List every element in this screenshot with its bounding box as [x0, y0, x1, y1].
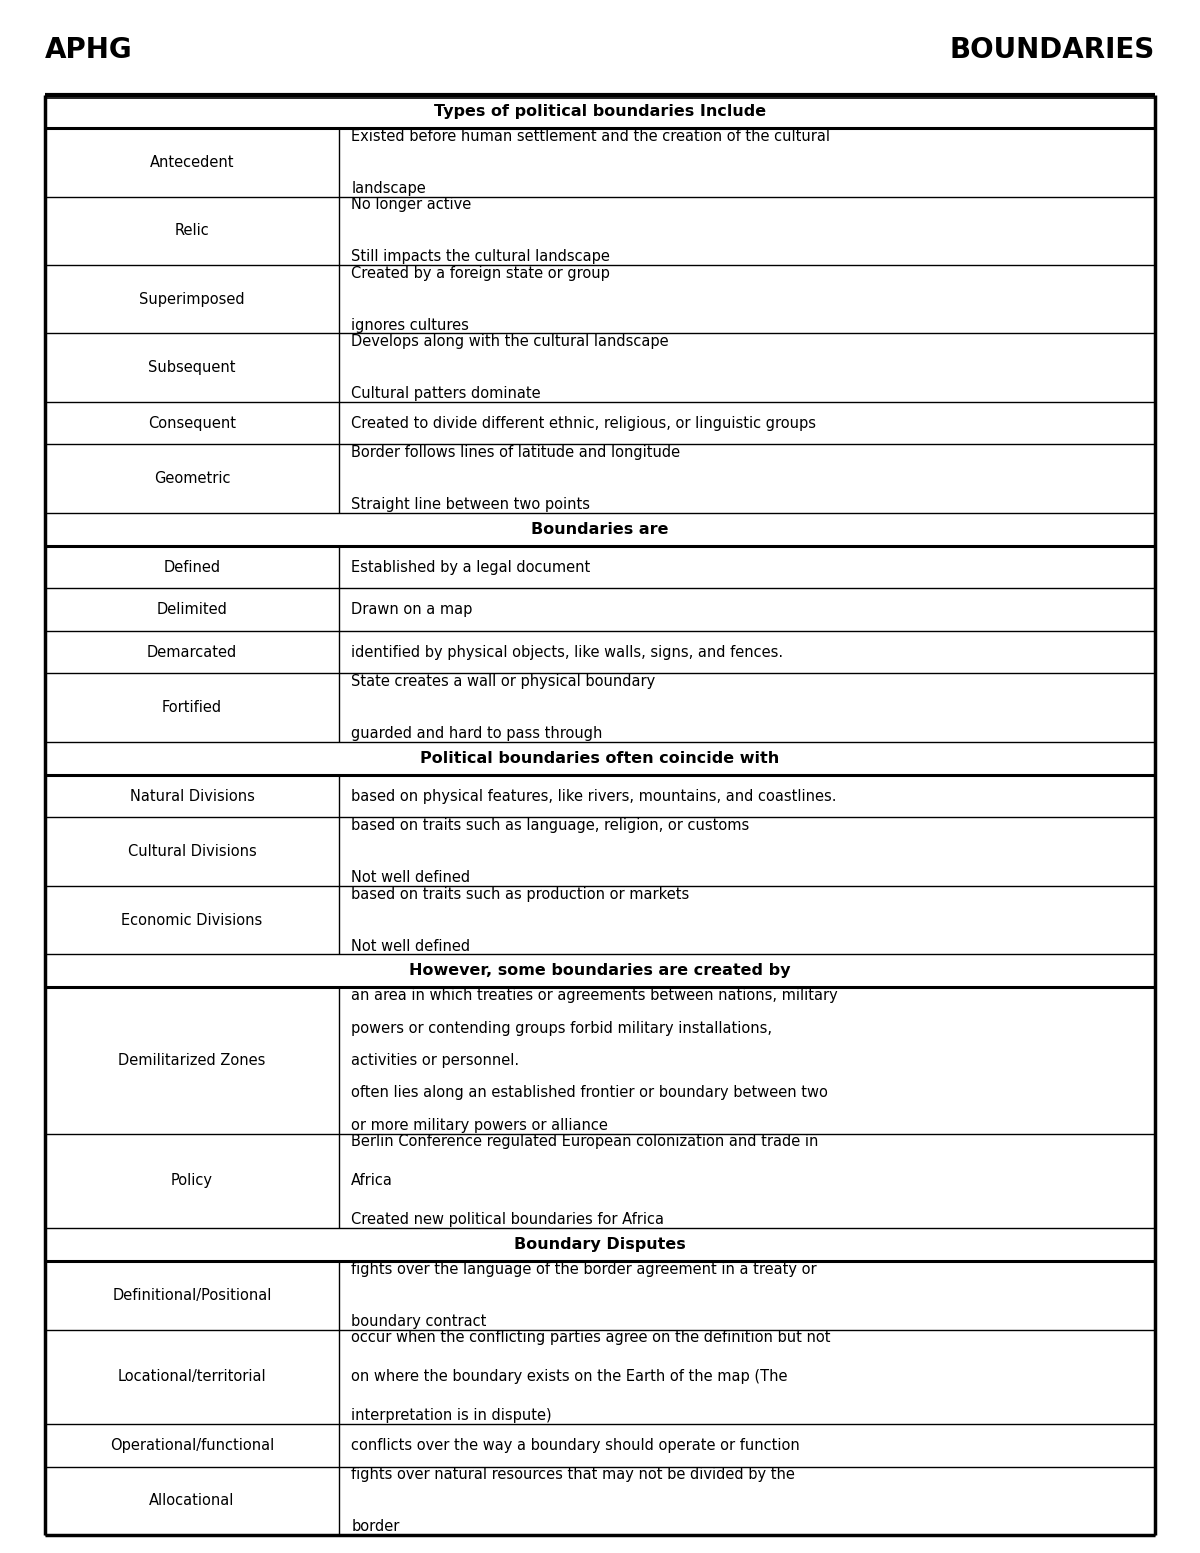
Text: Natural Divisions: Natural Divisions [130, 789, 254, 803]
Text: BOUNDARIES: BOUNDARIES [949, 36, 1154, 64]
Text: powers or contending groups forbid military installations,: powers or contending groups forbid milit… [352, 1020, 772, 1036]
Text: conflicts over the way a boundary should operate or function: conflicts over the way a boundary should… [352, 1438, 800, 1452]
Text: Definitional/Positional: Definitional/Positional [113, 1287, 271, 1303]
Text: Relic: Relic [175, 224, 210, 238]
Text: Created to divide different ethnic, religious, or linguistic groups: Created to divide different ethnic, reli… [352, 416, 816, 430]
Text: Policy: Policy [172, 1174, 214, 1188]
Text: boundary contract: boundary contract [352, 1314, 486, 1329]
Text: Superimposed: Superimposed [139, 292, 245, 306]
Text: Straight line between two points: Straight line between two points [352, 497, 590, 512]
Text: occur when the conflicting parties agree on the definition but not: occur when the conflicting parties agree… [352, 1331, 830, 1345]
Text: often lies along an established frontier or boundary between two: often lies along an established frontier… [352, 1086, 828, 1101]
Text: Economic Divisions: Economic Divisions [121, 913, 263, 927]
Text: activities or personnel.: activities or personnel. [352, 1053, 520, 1068]
Text: Boundaries are: Boundaries are [532, 522, 668, 537]
Text: Fortified: Fortified [162, 700, 222, 714]
Text: Created by a foreign state or group: Created by a foreign state or group [352, 266, 610, 281]
Text: Demarcated: Demarcated [146, 644, 238, 660]
Text: Locational/territorial: Locational/territorial [118, 1370, 266, 1384]
Text: Delimited: Delimited [157, 603, 228, 617]
Text: Existed before human settlement and the creation of the cultural: Existed before human settlement and the … [352, 129, 830, 144]
Text: Operational/functional: Operational/functional [110, 1438, 275, 1452]
Text: guarded and hard to pass through: guarded and hard to pass through [352, 727, 602, 741]
Text: Subsequent: Subsequent [149, 360, 236, 376]
Text: Established by a legal document: Established by a legal document [352, 559, 590, 575]
Text: Defined: Defined [163, 559, 221, 575]
Text: Not well defined: Not well defined [352, 870, 470, 885]
Text: No longer active: No longer active [352, 197, 472, 213]
Text: Berlin Conference regulated European colonization and trade in: Berlin Conference regulated European col… [352, 1134, 818, 1149]
Text: ignores cultures: ignores cultures [352, 318, 469, 332]
Text: border: border [352, 1519, 400, 1534]
Text: Geometric: Geometric [154, 471, 230, 486]
Text: However, some boundaries are created by: However, some boundaries are created by [409, 963, 791, 978]
Text: based on traits such as language, religion, or customs: based on traits such as language, religi… [352, 818, 750, 832]
Text: Border follows lines of latitude and longitude: Border follows lines of latitude and lon… [352, 446, 680, 460]
Text: Types of political boundaries Include: Types of political boundaries Include [434, 104, 766, 120]
Text: Demilitarized Zones: Demilitarized Zones [119, 1053, 265, 1068]
Text: Allocational: Allocational [149, 1494, 235, 1508]
Text: on where the boundary exists on the Earth of the map (The: on where the boundary exists on the Eart… [352, 1370, 787, 1384]
Text: interpretation is in dispute): interpretation is in dispute) [352, 1409, 552, 1423]
Text: Cultural patters dominate: Cultural patters dominate [352, 387, 541, 401]
Text: Develops along with the cultural landscape: Develops along with the cultural landsca… [352, 334, 668, 349]
Text: Cultural Divisions: Cultural Divisions [127, 845, 257, 859]
Text: an area in which treaties or agreements between nations, military: an area in which treaties or agreements … [352, 988, 838, 1003]
Text: State creates a wall or physical boundary: State creates a wall or physical boundar… [352, 674, 655, 690]
Text: APHG: APHG [46, 36, 133, 64]
Text: Not well defined: Not well defined [352, 938, 470, 954]
Text: Africa: Africa [352, 1174, 394, 1188]
Text: based on traits such as production or markets: based on traits such as production or ma… [352, 887, 690, 902]
Text: Boundary Disputes: Boundary Disputes [514, 1238, 686, 1252]
Text: landscape: landscape [352, 180, 426, 196]
Text: Still impacts the cultural landscape: Still impacts the cultural landscape [352, 248, 610, 264]
Text: fights over the language of the border agreement in a treaty or: fights over the language of the border a… [352, 1263, 817, 1277]
Text: identified by physical objects, like walls, signs, and fences.: identified by physical objects, like wal… [352, 644, 784, 660]
Text: based on physical features, like rivers, mountains, and coastlines.: based on physical features, like rivers,… [352, 789, 836, 803]
Text: fights over natural resources that may not be divided by the: fights over natural resources that may n… [352, 1468, 796, 1482]
Text: Created new political boundaries for Africa: Created new political boundaries for Afr… [352, 1213, 664, 1227]
Text: Political boundaries often coincide with: Political boundaries often coincide with [420, 750, 780, 766]
Text: or more military powers or alliance: or more military powers or alliance [352, 1118, 608, 1134]
Text: Antecedent: Antecedent [150, 155, 234, 169]
Text: Consequent: Consequent [148, 416, 236, 430]
Text: Drawn on a map: Drawn on a map [352, 603, 473, 617]
